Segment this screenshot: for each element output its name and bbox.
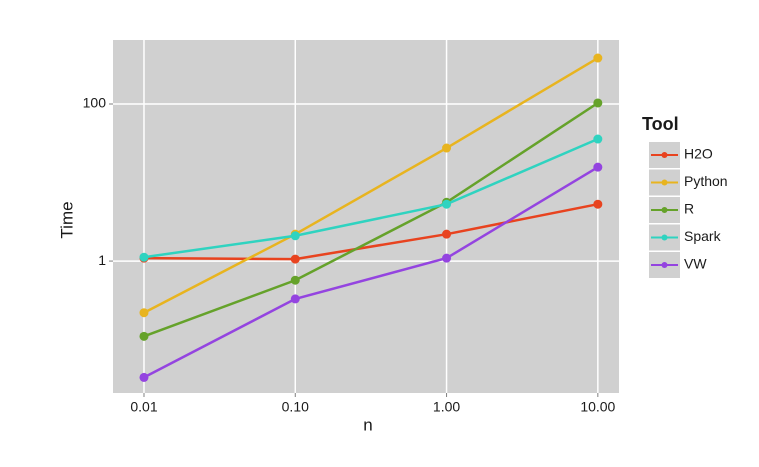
y-axis-title: Time [57,201,76,238]
data-point [593,162,603,172]
y-tick-label: 100 [83,95,107,111]
legend-key-point [661,262,668,268]
data-point [290,275,300,285]
data-point [593,53,603,63]
legend-label: Python [684,173,728,189]
legend-label: Spark [684,228,722,244]
data-point [290,231,300,241]
series-line [143,101,599,338]
series-line [143,166,599,379]
data-point [290,254,300,264]
series-line [143,56,599,314]
legend-label: VW [684,256,707,272]
series-line [143,137,599,259]
data-point [290,294,300,304]
x-tick-label: 0.10 [282,399,309,415]
data-point [139,372,149,382]
x-tick-label: 10.00 [580,399,615,415]
plot-panel [113,40,619,393]
data-point [442,229,452,239]
legend-label: R [684,201,694,217]
series-line [143,202,599,261]
data-point [593,98,603,108]
data-point [442,143,452,153]
data-point [593,134,603,144]
legend-key-point [661,179,668,186]
data-point [139,308,149,318]
x-axis-title: n [363,415,372,434]
x-tick-label: 1.00 [433,399,460,415]
legend-title: Tool [642,114,679,134]
legend-key-point [661,234,668,241]
data-point [442,253,452,263]
legend-key-point [661,207,668,213]
legend-key-point [661,152,668,158]
data-point [593,199,603,209]
y-tick-label: 1 [98,252,106,268]
legend-label: H2O [684,146,713,162]
data-point [139,331,149,341]
data-point [442,199,452,209]
x-tick-label: 0.01 [130,399,157,415]
data-point [139,252,149,262]
